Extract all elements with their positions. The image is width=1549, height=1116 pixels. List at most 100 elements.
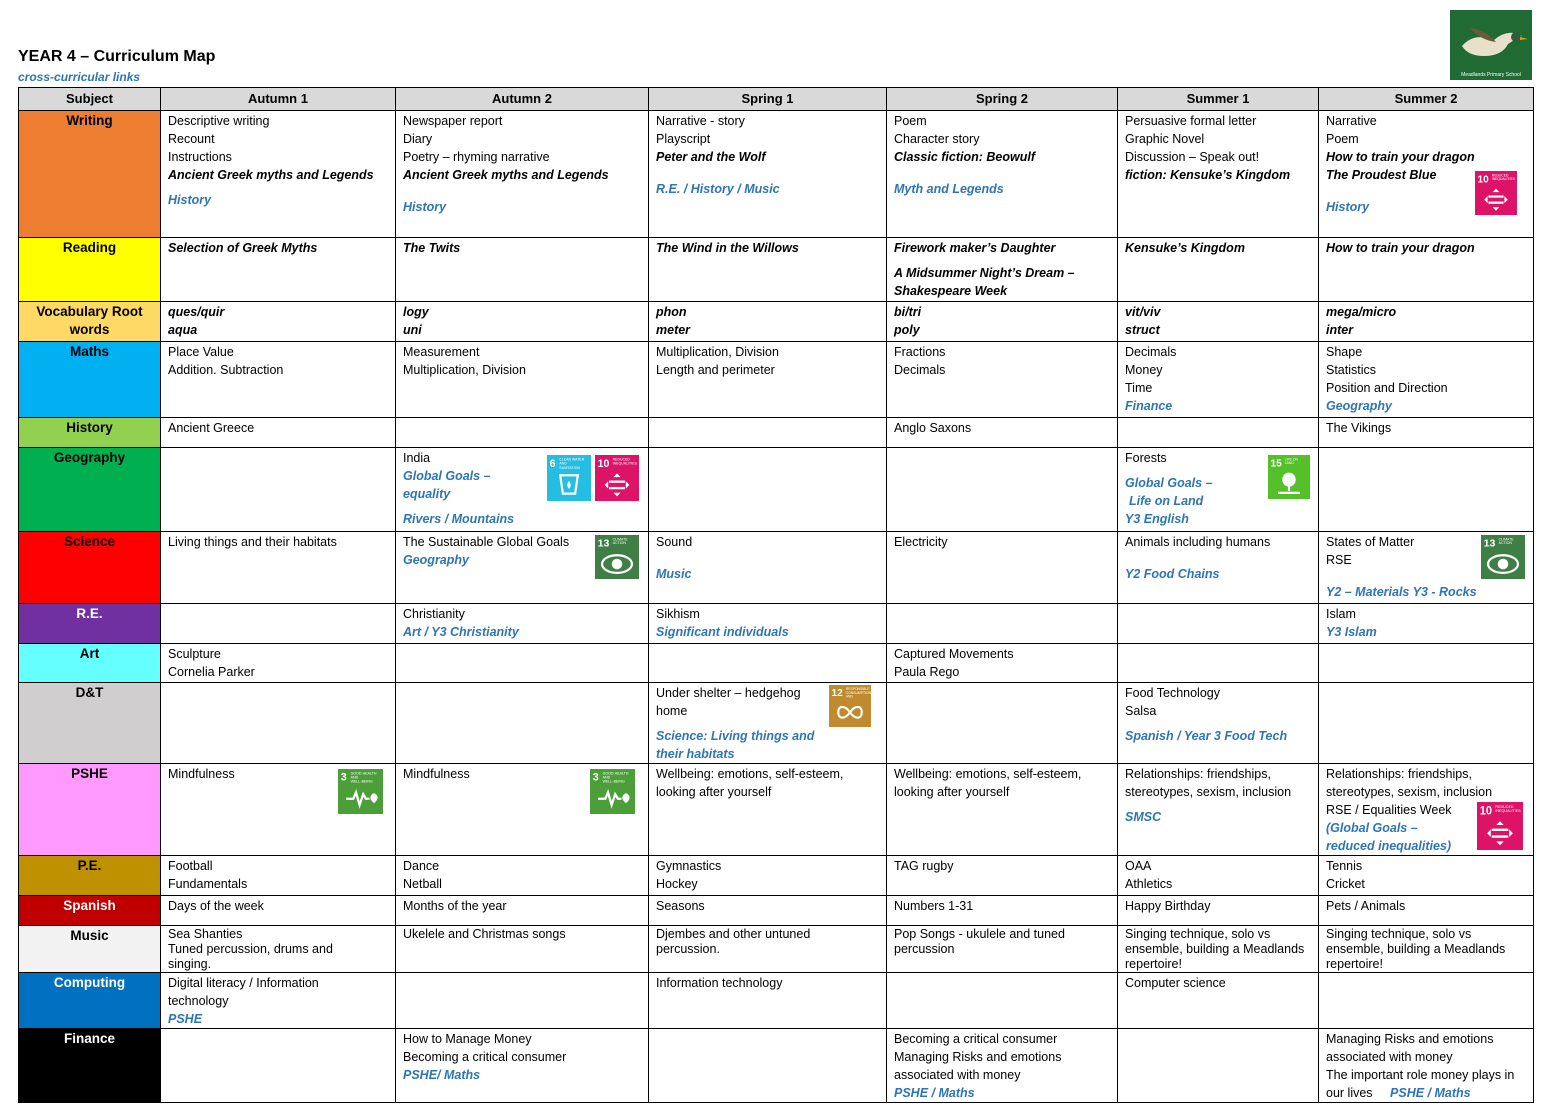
cell-line: RSE: [1326, 553, 1352, 567]
cell-line: mega/micro: [1326, 305, 1397, 319]
cell-line: Discussion – Speak out!: [1125, 150, 1260, 164]
table-row: Vocabulary Root words ques/quir aqua logy…: [18, 301, 1534, 342]
table-cell: Managing Risks and emotions associated w…: [1318, 1028, 1534, 1103]
table-header-row: Subject Autumn 1 Autumn 2 Spring 1 Sprin…: [18, 87, 1534, 111]
sdg-goal-6-icon: 6 CLEAN WATER AND SANITATION: [547, 455, 591, 501]
cell-line: Living things and their habitats: [168, 535, 337, 549]
subject-computing: Computing: [18, 972, 161, 1029]
cross-link: History: [1326, 200, 1370, 214]
table-cell: Under shelter – hedgehog home Science: L…: [648, 682, 887, 764]
table-cell: Relationships: friendships, stereotypes,…: [1318, 763, 1534, 856]
cell-line: Food Technology: [1125, 686, 1220, 700]
svg-text:13: 13: [1484, 537, 1496, 549]
table-row: Spanish Days of the week Months of the y…: [18, 895, 1534, 926]
cross-link: Global Goals –: [1125, 476, 1213, 490]
subject-spanish: Spanish: [18, 895, 161, 926]
cell-line: Multiplication, Division: [656, 345, 779, 359]
table-cell: Tennis Cricket: [1318, 855, 1534, 896]
table-cell: Newspaper report Diary Poetry – rhyming …: [395, 110, 649, 238]
table-cell: Christianity Art / Y3 Christianity: [395, 603, 649, 644]
table-cell: Becoming a critical consumer Managing Ri…: [886, 1028, 1118, 1103]
cross-link: History: [403, 200, 447, 214]
table-cell: Happy Birthday: [1117, 895, 1319, 926]
table-cell: [648, 417, 887, 448]
curriculum-table: Subject Autumn 1 Autumn 2 Spring 1 Sprin…: [18, 87, 1534, 1103]
svg-text:LAND: LAND: [1285, 461, 1294, 465]
table-cell: Firework maker’s Daughter A Midsummer Ni…: [886, 237, 1118, 302]
cross-link: Y2 – Materials Y3 - Rocks: [1326, 585, 1477, 599]
table-cell: Ancient Greece: [160, 417, 396, 448]
column-header: Subject: [18, 87, 161, 111]
table-cell: Shape Statistics Position and Direction …: [1318, 341, 1534, 418]
cell-line: Diary: [403, 132, 433, 146]
cell-line: Persuasive formal letter: [1125, 114, 1257, 128]
cell-line: Narrative - story: [656, 114, 745, 128]
table-cell: Captured Movements Paula Rego: [886, 643, 1118, 683]
table-cell: The Twits: [395, 237, 649, 302]
table-cell: Forests Global Goals – Life on Land Y3 E…: [1117, 447, 1319, 532]
cell-line: Sound: [656, 535, 693, 549]
sdg-goal-13-icon: 13 CLIMATE ACTION: [595, 535, 639, 579]
table-cell: Sound Music: [648, 531, 887, 604]
svg-text:10: 10: [1480, 805, 1492, 817]
cell-line: Time: [1125, 381, 1153, 395]
table-cell: Descriptive writing Recount Instructions…: [160, 110, 396, 238]
cell-line: logy: [403, 305, 429, 319]
table-cell: [886, 603, 1118, 644]
cell-line: Salsa: [1125, 704, 1157, 718]
table-cell: Narrative - story Playscript Peter and t…: [648, 110, 887, 238]
cell-line: Narrative: [1326, 114, 1377, 128]
cell-line: Statistics: [1326, 363, 1377, 377]
page-title: YEAR 4 – Curriculum Map: [18, 48, 216, 65]
subject-science: Science: [18, 531, 161, 604]
table-row: Geography India Global Goals – equality …: [18, 447, 1534, 532]
svg-text:15: 15: [1271, 458, 1282, 469]
cross-link: Finance: [1125, 399, 1173, 413]
table-row: Art Sculpture Cornelia Parker Captured Mo…: [18, 643, 1534, 683]
cell-line: vit/viv: [1125, 305, 1161, 319]
cell-line: Kensuke’s Kingdom: [1125, 241, 1245, 255]
table-cell: mega/micro inter: [1318, 301, 1534, 342]
cross-link: Y3 English: [1125, 512, 1189, 526]
table-cell: Poem Character story Classic fiction: Be…: [886, 110, 1118, 238]
cell-line: ques/quir: [168, 305, 225, 319]
subject-vocabulary: Vocabulary Root words: [18, 301, 161, 342]
table-cell: Decimals Money Time Finance: [1117, 341, 1319, 418]
table-cell: [648, 447, 887, 532]
table-cell: ques/quir aqua: [160, 301, 396, 342]
table-cell: Electricity: [886, 531, 1118, 604]
cell-line: Pop Songs - ukulele and tuned percussion: [894, 927, 1065, 956]
cell-line: The Wind in the Willows: [656, 241, 799, 255]
cell-line: Relationships: friendships, stereotypes,…: [1326, 767, 1493, 799]
cell-line: Graphic Novel: [1125, 132, 1205, 146]
cell-line: Managing Risks and emotions associated w…: [894, 1050, 1062, 1082]
sdg-goal-10-icon: 10 REDUCED INEQUALITIES: [595, 455, 639, 501]
cell-line: Football: [168, 859, 213, 873]
cell-line: Poem: [894, 114, 927, 128]
subject-music: Music: [18, 925, 161, 973]
subject-pe: P.E.: [18, 855, 161, 896]
table-row: P.E. Football Fundamentals Dance Netball G…: [18, 855, 1534, 896]
cell-line: Ancient Greek myths and Legends: [168, 168, 374, 182]
table-cell: OAA Athletics: [1117, 855, 1319, 896]
cross-link: PSHE/ Maths: [403, 1068, 481, 1082]
svg-text:CLIMATE: CLIMATE: [613, 537, 629, 541]
table-cell: [1318, 972, 1534, 1029]
cell-line: Pets / Animals: [1326, 899, 1406, 913]
table-cell: How to train your dragon: [1318, 237, 1534, 302]
table-cell: [1318, 447, 1534, 532]
cross-link: Rivers / Mountains: [403, 512, 515, 526]
table-cell: [160, 603, 396, 644]
table-row: Reading Selection of Greek Myths The Twi…: [18, 237, 1534, 302]
table-cell: Digital literacy / Information technolog…: [160, 972, 396, 1029]
cell-line: meter: [656, 323, 691, 337]
cell-line: Peter and the Wolf: [656, 150, 766, 164]
table-cell: [160, 682, 396, 764]
table-cell: Selection of Greek Myths: [160, 237, 396, 302]
cell-line: Animals including humans: [1125, 535, 1271, 549]
table-row: D&T Under shelter – hedgehog home Scienc…: [18, 682, 1534, 764]
cross-link: Geography: [1326, 399, 1392, 413]
cell-line: Ancient Greece: [168, 421, 255, 435]
cell-line: Poetry – rhyming narrative: [403, 150, 550, 164]
svg-text:10: 10: [1478, 174, 1489, 185]
